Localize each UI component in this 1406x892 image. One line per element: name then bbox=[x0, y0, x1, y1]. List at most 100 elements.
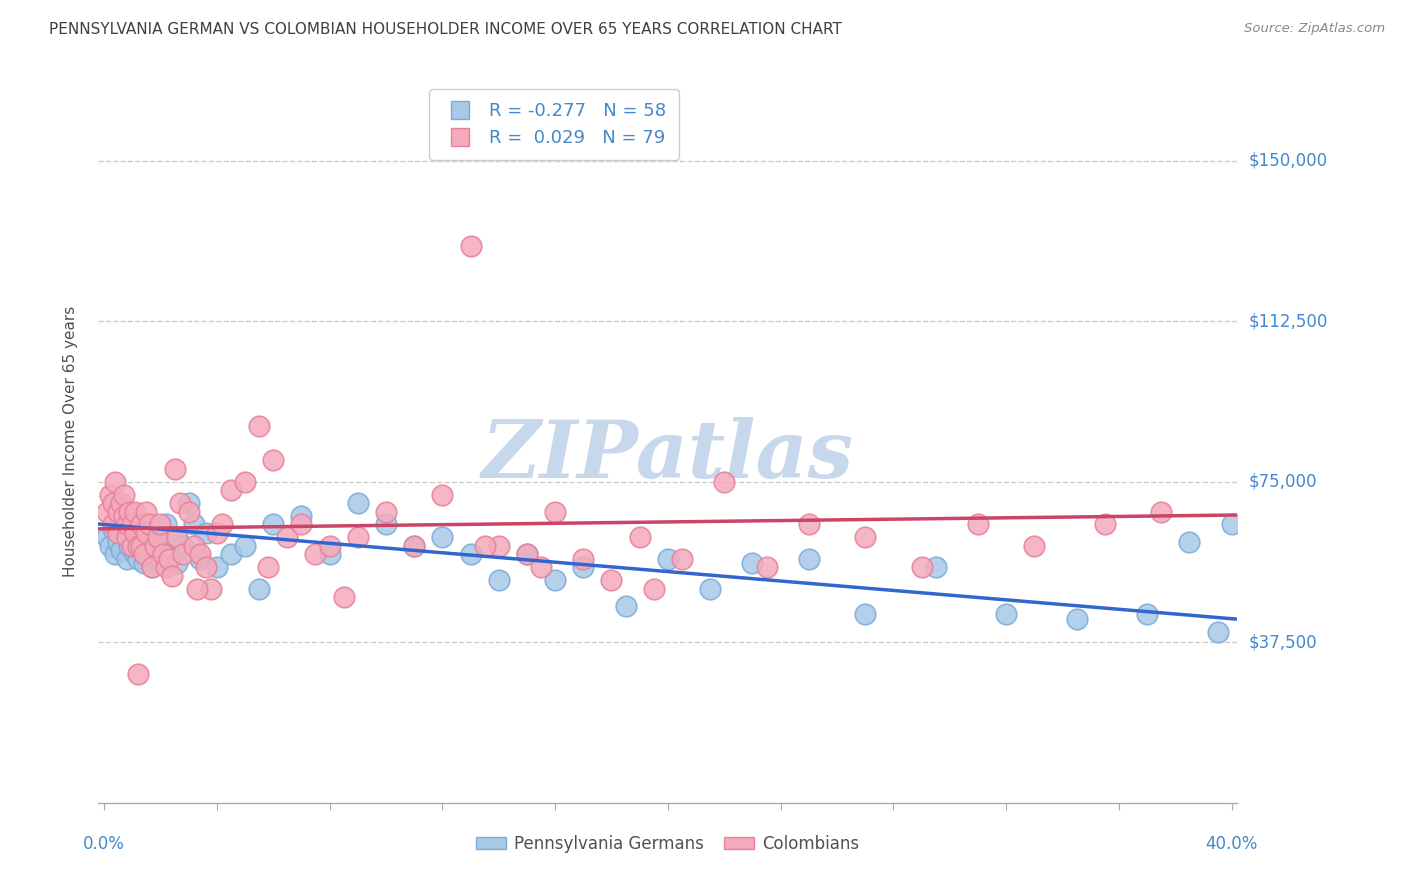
Point bbox=[572, 560, 595, 574]
Point bbox=[375, 505, 398, 519]
Point bbox=[375, 517, 398, 532]
Point bbox=[172, 548, 194, 562]
Point bbox=[346, 496, 368, 510]
Point bbox=[172, 539, 194, 553]
Point bbox=[98, 539, 121, 553]
Point bbox=[121, 517, 143, 532]
Point bbox=[166, 556, 188, 570]
Point bbox=[1220, 517, 1243, 532]
Point bbox=[211, 517, 233, 532]
Point bbox=[488, 539, 510, 553]
Point bbox=[101, 522, 124, 536]
Point bbox=[135, 526, 157, 541]
Text: 0.0%: 0.0% bbox=[83, 835, 125, 854]
Point bbox=[141, 560, 163, 574]
Point bbox=[233, 539, 256, 553]
Point bbox=[166, 530, 188, 544]
Text: $150,000: $150,000 bbox=[1249, 152, 1327, 169]
Point bbox=[404, 539, 426, 553]
Legend: Pennsylvania Germans, Colombians: Pennsylvania Germans, Colombians bbox=[470, 828, 866, 860]
Point bbox=[853, 607, 876, 622]
Text: PENNSYLVANIA GERMAN VS COLOMBIAN HOUSEHOLDER INCOME OVER 65 YEARS CORRELATION CH: PENNSYLVANIA GERMAN VS COLOMBIAN HOUSEHO… bbox=[49, 22, 842, 37]
Point bbox=[143, 539, 166, 553]
Point bbox=[124, 548, 146, 562]
Point bbox=[318, 548, 340, 562]
Point bbox=[127, 539, 149, 553]
Point bbox=[290, 517, 312, 532]
Point bbox=[127, 667, 149, 681]
Point bbox=[132, 556, 155, 570]
Point bbox=[149, 517, 172, 532]
Text: $75,000: $75,000 bbox=[1249, 473, 1317, 491]
Point bbox=[110, 543, 132, 558]
Point bbox=[129, 539, 152, 553]
Point bbox=[177, 505, 200, 519]
Point bbox=[713, 475, 735, 489]
Point bbox=[1136, 607, 1159, 622]
Point bbox=[112, 508, 135, 523]
Point bbox=[132, 548, 155, 562]
Text: $112,500: $112,500 bbox=[1249, 312, 1327, 330]
Point bbox=[124, 526, 146, 541]
Point bbox=[332, 591, 354, 605]
Point bbox=[628, 530, 651, 544]
Point bbox=[657, 551, 679, 566]
Point bbox=[643, 582, 665, 596]
Point bbox=[290, 508, 312, 523]
Point bbox=[995, 607, 1018, 622]
Point bbox=[121, 539, 143, 553]
Point bbox=[967, 517, 990, 532]
Point bbox=[432, 530, 454, 544]
Point bbox=[530, 560, 553, 574]
Text: Source: ZipAtlas.com: Source: ZipAtlas.com bbox=[1244, 22, 1385, 36]
Point bbox=[460, 548, 482, 562]
Point bbox=[219, 483, 242, 498]
Point bbox=[516, 548, 538, 562]
Point bbox=[160, 569, 183, 583]
Point bbox=[110, 496, 132, 510]
Point bbox=[104, 475, 127, 489]
Point bbox=[1150, 505, 1173, 519]
Point bbox=[247, 582, 270, 596]
Point bbox=[797, 551, 820, 566]
Point bbox=[112, 487, 135, 501]
Point bbox=[1178, 534, 1201, 549]
Point bbox=[797, 517, 820, 532]
Point bbox=[143, 543, 166, 558]
Point bbox=[544, 505, 567, 519]
Point bbox=[346, 530, 368, 544]
Point bbox=[101, 517, 124, 532]
Point bbox=[755, 560, 778, 574]
Point bbox=[186, 582, 208, 596]
Point bbox=[194, 560, 217, 574]
Point bbox=[474, 539, 496, 553]
Point bbox=[183, 517, 205, 532]
Point bbox=[572, 551, 595, 566]
Point bbox=[924, 560, 946, 574]
Point bbox=[163, 462, 186, 476]
Point bbox=[262, 453, 284, 467]
Point bbox=[404, 539, 426, 553]
Text: ZIPatlas: ZIPatlas bbox=[482, 417, 853, 495]
Point bbox=[741, 556, 763, 570]
Point bbox=[141, 560, 163, 574]
Point bbox=[600, 573, 623, 587]
Point bbox=[183, 539, 205, 553]
Point bbox=[432, 487, 454, 501]
Point bbox=[1024, 539, 1046, 553]
Point bbox=[205, 526, 228, 541]
Point bbox=[163, 530, 186, 544]
Point bbox=[127, 551, 149, 566]
Point bbox=[124, 505, 146, 519]
Point bbox=[121, 530, 143, 544]
Y-axis label: Householder Income Over 65 years: Householder Income Over 65 years bbox=[63, 306, 77, 577]
Point bbox=[112, 526, 135, 541]
Point bbox=[194, 526, 217, 541]
Point bbox=[138, 534, 160, 549]
Point bbox=[488, 573, 510, 587]
Point bbox=[671, 551, 693, 566]
Point bbox=[155, 560, 177, 574]
Point bbox=[219, 548, 242, 562]
Point bbox=[135, 505, 157, 519]
Point bbox=[169, 496, 191, 510]
